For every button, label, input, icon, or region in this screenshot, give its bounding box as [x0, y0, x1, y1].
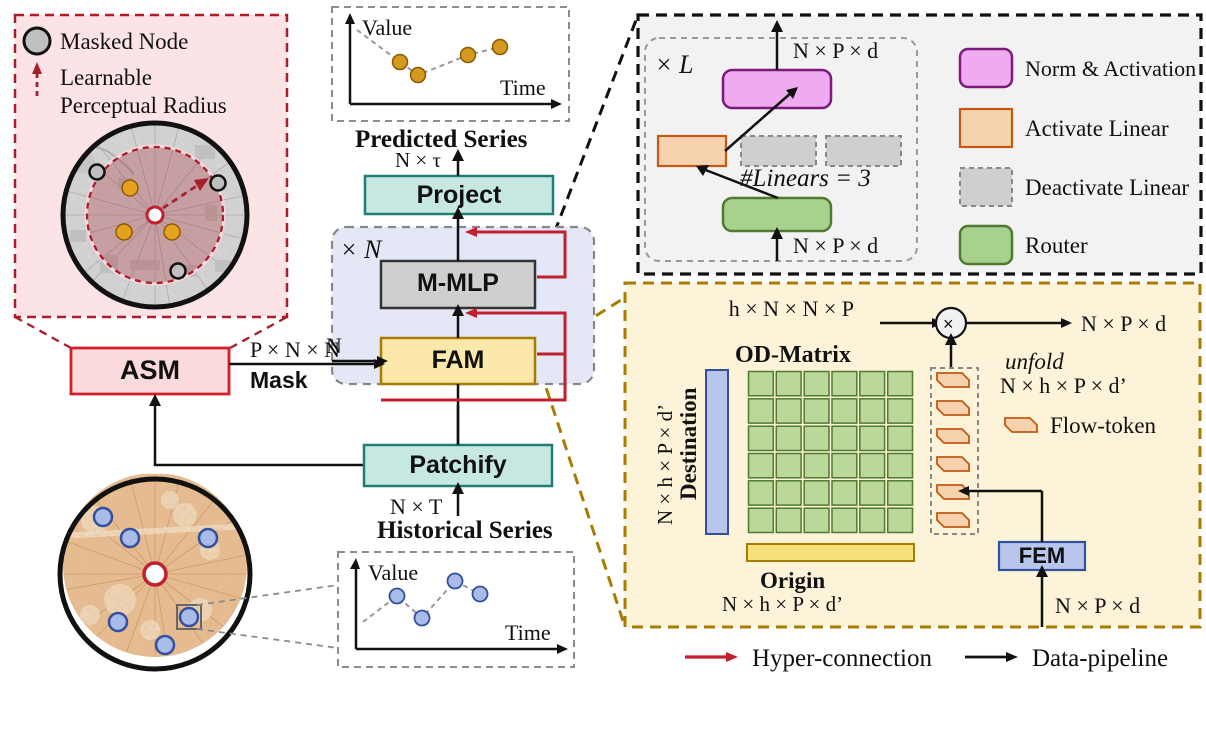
svg-text:FEM: FEM — [1019, 543, 1065, 568]
svg-text:Destination: Destination — [676, 387, 701, 500]
svg-text:Project: Project — [417, 181, 502, 209]
svg-text:Value: Value — [362, 15, 412, 40]
svg-text:Data-pipeline: Data-pipeline — [1032, 645, 1168, 672]
svg-text:N × P × d: N × P × d — [1081, 311, 1166, 336]
svg-text:Time: Time — [505, 620, 551, 645]
svg-text:N × h × P × d’: N × h × P × d’ — [1000, 373, 1127, 398]
svg-text:P × N × N: P × N × N — [250, 337, 340, 362]
svg-text:Predicted Series: Predicted Series — [355, 126, 528, 153]
svg-text:unfold: unfold — [1005, 349, 1064, 374]
svg-text:N: N — [326, 333, 342, 358]
svg-text:Flow-token: Flow-token — [1050, 413, 1157, 438]
svg-text:Patchify: Patchify — [409, 451, 506, 479]
svg-text:Mask: Mask — [250, 367, 308, 393]
svg-text:Norm & Activation: Norm & Activation — [1025, 56, 1196, 81]
svg-text:Router: Router — [1025, 233, 1088, 258]
svg-text:N × P × d: N × P × d — [1055, 593, 1140, 618]
svg-text:N × P × d: N × P × d — [793, 38, 878, 63]
svg-text:Origin: Origin — [760, 568, 825, 593]
svg-text:N × h × P × d’: N × h × P × d’ — [722, 592, 843, 616]
svg-text:Learnable: Learnable — [60, 65, 152, 90]
svg-text:Hyper-connection: Hyper-connection — [752, 645, 932, 672]
svg-text:Historical Series: Historical Series — [377, 517, 553, 544]
svg-text:× N: × N — [340, 235, 383, 264]
svg-text:ASM: ASM — [120, 355, 180, 385]
svg-text:Perceptual Radius: Perceptual Radius — [60, 93, 227, 118]
svg-text:Value: Value — [368, 560, 418, 585]
svg-text:#Linears = 3: #Linears = 3 — [740, 165, 871, 192]
svg-text:h × N × N × P: h × N × N × P — [729, 296, 854, 321]
svg-text:× L: × L — [655, 50, 694, 79]
svg-text:N × h × P × d’: N × h × P × d’ — [653, 404, 677, 525]
svg-text:Masked Node: Masked Node — [60, 29, 188, 54]
svg-text:N × τ: N × τ — [395, 148, 441, 172]
svg-text:×: × — [943, 314, 954, 334]
svg-text:N × P × d: N × P × d — [793, 233, 878, 258]
svg-text:FAM: FAM — [432, 346, 485, 374]
svg-text:Deactivate Linear: Deactivate Linear — [1025, 175, 1189, 200]
svg-text:OD-Matrix: OD-Matrix — [735, 342, 851, 368]
svg-text:N × T: N × T — [390, 494, 443, 519]
svg-text:Time: Time — [500, 75, 546, 100]
svg-text:Activate Linear: Activate Linear — [1025, 116, 1169, 141]
svg-text:M-MLP: M-MLP — [417, 269, 499, 297]
